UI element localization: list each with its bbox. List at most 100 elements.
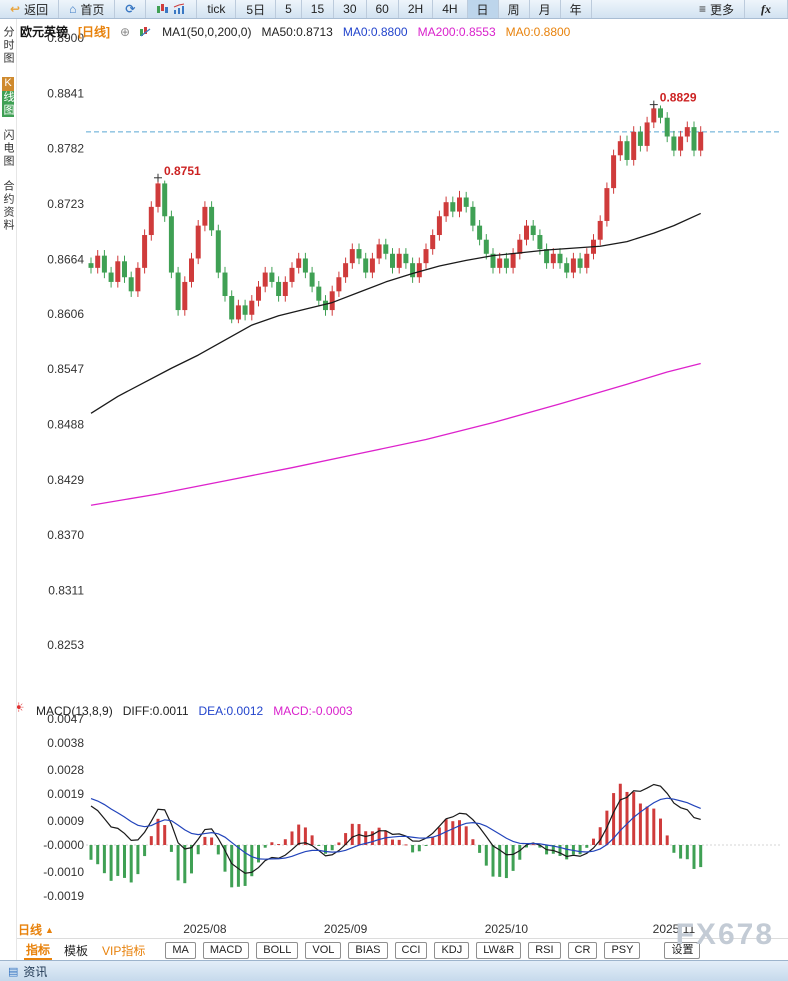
- chart-type-buttons[interactable]: [146, 0, 198, 18]
- diff-value: DIFF:0.0011: [122, 704, 189, 718]
- tab-templates[interactable]: 模板: [64, 943, 89, 958]
- candles: [88, 104, 704, 324]
- menu-icon: ≡: [698, 2, 706, 16]
- svg-text:0.8547: 0.8547: [47, 362, 84, 376]
- indicator-button-BOLL[interactable]: BOLL: [256, 941, 299, 959]
- formula-button[interactable]: fx: [745, 0, 788, 18]
- macd-pane-legend: MACD(13,8,9) DIFF:0.0011 DEA:0.0012 MACD…: [36, 704, 353, 718]
- sun-icon[interactable]: ☀: [13, 700, 25, 715]
- tick-button[interactable]: tick: [197, 0, 237, 18]
- macd-params: MACD(13,8,9): [36, 704, 113, 718]
- svg-text:2025/10: 2025/10: [485, 922, 529, 936]
- svg-text:2025/08: 2025/08: [183, 922, 227, 936]
- five-day-button[interactable]: 5日: [236, 0, 277, 18]
- interval-button-60[interactable]: 60: [367, 0, 399, 18]
- svg-text:0.0047: 0.0047: [47, 712, 84, 726]
- macd-pane: [89, 783, 703, 888]
- svg-text:0.0028: 0.0028: [47, 763, 84, 777]
- period-tag[interactable]: [日线]: [78, 25, 111, 39]
- dea-value: DEA:0.0012: [198, 704, 264, 718]
- interval-button-周[interactable]: 周: [499, 0, 530, 18]
- price-pane-legend: 欧元英镑 [日线] ⊕ MA1(50,0,200,0) MA50:0.8713 …: [20, 23, 570, 40]
- sidebar-item-active[interactable]: K线图: [2, 77, 14, 117]
- indicator-button-LW&R[interactable]: LW&R: [476, 941, 522, 959]
- indicator-button-MACD[interactable]: MACD: [202, 941, 250, 959]
- back-label: 返回: [24, 2, 49, 17]
- indicator-button-MA[interactable]: MA: [165, 941, 196, 959]
- indicator-button-group: MA MACD BOLL VOL BIAS CCI KDJ LW&R RSI CR PSY: [165, 941, 641, 959]
- svg-text:2025/11: 2025/11: [653, 922, 696, 936]
- svg-text:-0.0000: -0.0000: [43, 838, 84, 852]
- sidebar-item[interactable]: 合约资料: [2, 180, 14, 232]
- svg-text:0.8782: 0.8782: [47, 142, 84, 156]
- bar-chart-icon[interactable]: [173, 3, 186, 15]
- indicator-button-KDJ[interactable]: KDJ: [434, 941, 470, 959]
- indicator-button-CR[interactable]: CR: [567, 941, 598, 959]
- svg-text:0.0038: 0.0038: [47, 736, 84, 750]
- home-button[interactable]: ⌂ 首页: [59, 0, 116, 18]
- interval-button-月[interactable]: 月: [530, 0, 561, 18]
- kline-chart-icon[interactable]: [156, 3, 169, 15]
- interval-buttons: 5 15 30 60 2H 4H 日周月年: [276, 0, 592, 18]
- news-bar: ▤ 资讯: [0, 960, 788, 981]
- svg-text:0.8253: 0.8253: [47, 638, 84, 652]
- interval-button-4H[interactable]: 4H: [433, 0, 468, 18]
- tab-indicators[interactable]: 指标: [24, 941, 53, 960]
- interval-button-2H[interactable]: 2H: [399, 0, 434, 18]
- interval-button-30[interactable]: 30: [334, 0, 367, 18]
- ma200-line: [90, 362, 701, 506]
- period-toggle[interactable]: 日线 ▲: [18, 921, 54, 938]
- indicator-toolbar: 指标 模板 VIP指标 MA MACD BOLL VOL BIAS CCI KDJ LW&R RSI…: [16, 938, 788, 961]
- indicator-button-BIAS[interactable]: BIAS: [348, 941, 388, 959]
- ma50-value: MA50:0.8713: [261, 24, 333, 39]
- svg-text:0.8900: 0.8900: [47, 31, 84, 45]
- indicator-tabs: 指标 模板 VIP指标: [24, 941, 147, 960]
- expand-icon[interactable]: ⊕: [120, 24, 131, 39]
- indicator-button-CCI[interactable]: CCI: [394, 941, 428, 959]
- svg-text:0.8488: 0.8488: [47, 418, 84, 432]
- interval-button-5[interactable]: 5: [276, 0, 302, 18]
- svg-text:0.0019: 0.0019: [47, 787, 84, 801]
- svg-text:0.0009: 0.0009: [47, 814, 84, 828]
- left-sidebar: 分时图 K线图闪电图合约资料: [0, 18, 17, 961]
- dea-line: [90, 797, 701, 860]
- refresh-icon: ⟳: [125, 2, 136, 16]
- svg-text:0.8370: 0.8370: [47, 528, 84, 542]
- interval-button-日[interactable]: 日: [467, 0, 499, 18]
- svg-text:0.8751: 0.8751: [164, 164, 201, 178]
- news-tab[interactable]: 资讯: [23, 964, 48, 979]
- back-icon: ↩: [10, 2, 21, 16]
- svg-text:-0.0010: -0.0010: [43, 865, 84, 879]
- ma200-value: MA200:0.8553: [417, 24, 496, 39]
- ma-params: MA1(50,0,200,0): [162, 24, 252, 39]
- symbol-name: 欧元英镑: [20, 25, 69, 39]
- back-button[interactable]: ↩ 返回: [0, 0, 60, 18]
- interval-button-年[interactable]: 年: [561, 0, 592, 18]
- indicator-button-RSI[interactable]: RSI: [528, 941, 561, 959]
- ma0-blue-value: MA0:0.8800: [342, 24, 408, 39]
- diff-line: [90, 783, 701, 874]
- top-toolbar: ↩ 返回 ⌂ 首页 ⟳ tick 5日 5 15 30 60 2H 4H 日周月年 ≡ 更多…: [0, 0, 788, 19]
- indicator-button-VOL[interactable]: VOL: [305, 941, 342, 959]
- svg-text:2025/09: 2025/09: [324, 922, 368, 936]
- tab-vip-indicators[interactable]: VIP指标: [102, 943, 146, 958]
- svg-text:0.8311: 0.8311: [48, 584, 84, 598]
- svg-text:0.8606: 0.8606: [47, 307, 84, 321]
- refresh-button[interactable]: ⟳: [115, 0, 147, 18]
- svg-text:0.8723: 0.8723: [47, 197, 84, 211]
- indicator-button-PSY[interactable]: PSY: [604, 941, 641, 959]
- interval-button-15[interactable]: 15: [302, 0, 335, 18]
- settings-button[interactable]: 设置: [664, 941, 701, 959]
- svg-text:-0.0019: -0.0019: [43, 889, 84, 903]
- more-button[interactable]: ≡ 更多: [689, 0, 745, 18]
- news-icon: ▤: [8, 965, 19, 978]
- svg-text:0.8429: 0.8429: [47, 473, 84, 487]
- sidebar-item[interactable]: 分时图: [2, 26, 14, 65]
- svg-text:0.8664: 0.8664: [47, 252, 84, 266]
- sidebar-item[interactable]: 闪电图: [2, 129, 14, 168]
- period-label: 日线: [18, 923, 43, 937]
- collapse-arrow-icon: ▲: [45, 924, 54, 935]
- indicator-icon[interactable]: [140, 26, 152, 37]
